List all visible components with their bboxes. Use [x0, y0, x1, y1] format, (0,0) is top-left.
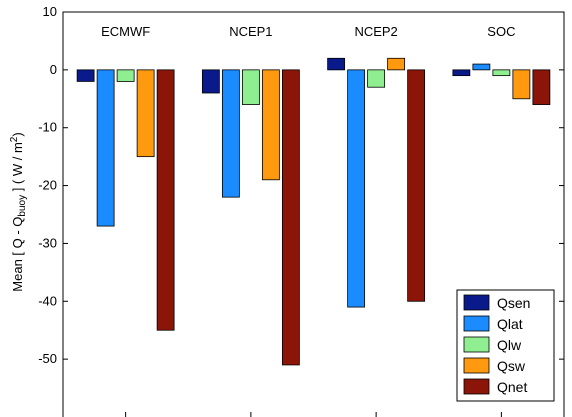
legend-swatch-qsen [463, 294, 490, 311]
bar-qsw-ncep2 [387, 57, 406, 71]
legend-label-qsen: Qsen [497, 295, 530, 311]
y-axis-label-sub: buoy [17, 195, 28, 217]
bar-qnet-ncep2 [407, 69, 426, 302]
legend-swatch-qlw [463, 336, 490, 353]
axes-layer [62, 11, 565, 417]
y-tick-label: -20 [38, 178, 57, 193]
group-label: NCEP1 [229, 24, 272, 39]
y-tick-label: -10 [38, 120, 57, 135]
plot-frame [62, 11, 565, 417]
legend-swatch-qsw [463, 357, 490, 374]
bar-qlw-ecmwf [116, 69, 135, 82]
y-tick-label: 10 [43, 4, 57, 19]
legend-label-qnet: Qnet [497, 379, 527, 395]
y-axis-label: Mean [ Q - Qbuoy ] ( W / m2) [9, 132, 28, 291]
bar-qlat-ncep2 [347, 69, 366, 308]
bar-qsen-ecmwf [76, 69, 95, 82]
legend-label-qlat: Qlat [497, 316, 523, 332]
legend-swatch-qlat [463, 315, 490, 332]
bar-qlat-ecmwf [96, 69, 115, 227]
bar-qnet-ncep1 [281, 69, 300, 366]
y-axis-label-end: ) [10, 132, 25, 136]
y-axis-label-pre: Mean [ Q - Q [10, 217, 25, 292]
y-axis-label-post: ] ( W / m [10, 142, 25, 195]
bar-qlw-soc [492, 69, 511, 77]
bars-layer [76, 57, 551, 366]
legend: Qsen Qlat Qlw Qsw Qnet [456, 289, 555, 402]
bar-qnet-soc [532, 69, 551, 105]
legend-swatch-qnet [463, 378, 490, 395]
group-labels: ECMWF NCEP1 NCEP2 SOC [101, 24, 515, 39]
bar-qsw-ncep1 [261, 69, 280, 181]
bar-qlat-soc [472, 63, 491, 71]
bar-qsen-soc [452, 69, 471, 77]
bar-qsen-ncep1 [201, 69, 220, 94]
y-axis-label-sup: 2 [9, 136, 20, 142]
x-ticks [125, 412, 502, 417]
y-tick-label: -30 [38, 235, 57, 250]
bar-qlw-ncep1 [241, 69, 260, 105]
bar-qnet-ecmwf [156, 69, 175, 331]
bar-qsw-ecmwf [136, 69, 155, 158]
y-tick-label: -50 [38, 351, 57, 366]
legend-label-qlw: Qlw [497, 337, 522, 353]
y-tick-label: -40 [38, 293, 57, 308]
y-ticks: 10 0 -10 -20 -30 -40 -50 [38, 4, 564, 366]
bar-qlat-ncep1 [221, 69, 240, 198]
y-tick-label: 0 [50, 62, 57, 77]
bar-qlw-ncep2 [367, 69, 386, 88]
bar-qsen-ncep2 [327, 57, 346, 71]
group-label: ECMWF [101, 24, 150, 39]
group-label: NCEP2 [354, 24, 397, 39]
bar-qsw-soc [512, 69, 531, 100]
legend-label-qsw: Qsw [497, 358, 526, 374]
group-label: SOC [487, 24, 515, 39]
